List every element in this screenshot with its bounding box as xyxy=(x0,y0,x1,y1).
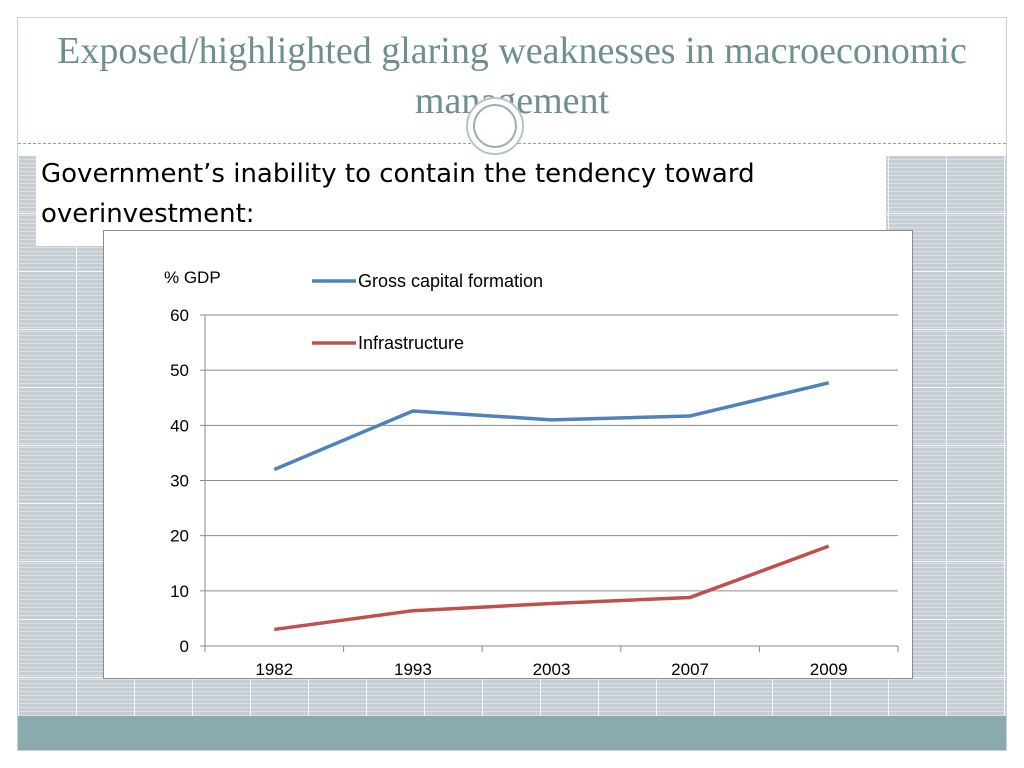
x-tick-label: 2007 xyxy=(671,660,709,678)
bullet-text: Government’s inability to contain the te… xyxy=(37,154,865,234)
x-tick-label: 2009 xyxy=(810,660,848,678)
x-tick-label: 1982 xyxy=(255,660,293,678)
series-line-gross-capital-formation xyxy=(273,381,830,472)
y-tick-label: 40 xyxy=(170,416,189,435)
y-tick-label: 60 xyxy=(170,306,189,325)
y-axis-label: % GDP xyxy=(164,268,221,287)
series-line-infrastructure xyxy=(274,544,830,632)
line-chart: 0 10 20 30 40 50 60 1982 1993 2003 2007 2009 % GDP Gr… xyxy=(164,268,899,678)
y-tick-label: 0 xyxy=(180,637,189,656)
y-tick-label: 50 xyxy=(170,361,189,380)
y-tick-label: 10 xyxy=(170,582,189,601)
y-tick-label: 20 xyxy=(170,527,189,546)
bottom-bar xyxy=(18,716,1006,750)
legend-label: Gross capital formation xyxy=(358,271,543,291)
y-tick-label: 30 xyxy=(170,472,189,491)
legend-label: Infrastructure xyxy=(358,333,464,353)
x-tick-label: 1993 xyxy=(394,660,432,678)
circle-ornament-icon xyxy=(466,97,524,155)
slide-title: Exposed/highlighted glaring weaknesses i… xyxy=(57,30,967,122)
chart-container: 0 10 20 30 40 50 60 1982 1993 2003 2007 2009 % GDP Gr… xyxy=(103,230,913,679)
circle-ornament-inner xyxy=(473,104,517,148)
x-tick-label: 2003 xyxy=(533,660,571,678)
